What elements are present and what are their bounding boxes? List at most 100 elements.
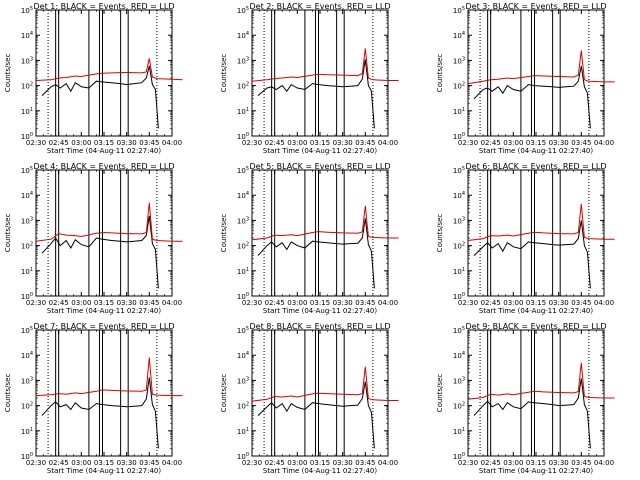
y-tick-label: 104	[453, 191, 465, 200]
black-series-line	[41, 377, 159, 449]
x-tick-label: 03:00	[503, 299, 523, 307]
black-series-line	[257, 218, 375, 289]
black-series-line	[257, 59, 375, 129]
x-tick-label: 03:15	[310, 299, 330, 307]
x-tick-label: 03:00	[287, 459, 307, 467]
y-tick-label: 103	[21, 216, 33, 225]
x-tick-label: 02:30	[458, 459, 478, 467]
x-tick-label: 02:30	[242, 459, 262, 467]
y-axis-label: Counts/sec	[4, 54, 12, 93]
red-series-line	[467, 203, 615, 241]
y-tick-label: 102	[21, 82, 33, 91]
black-series-line	[41, 215, 159, 289]
y-tick-label: 100	[453, 292, 465, 301]
y-tick-label: 100	[453, 452, 465, 461]
x-tick-label: 04:00	[162, 299, 182, 307]
y-tick-label: 105	[453, 6, 465, 15]
y-tick-label: 102	[237, 242, 249, 251]
x-tick-label: 03:45	[355, 139, 375, 147]
plot-frame	[35, 329, 173, 457]
black-series-line	[257, 381, 375, 449]
y-tick-label: 103	[453, 56, 465, 65]
x-tick-label: 04:00	[594, 299, 614, 307]
x-tick-label: 03:15	[94, 139, 114, 147]
x-tick-label: 02:45	[49, 459, 69, 467]
y-tick-label: 102	[237, 402, 249, 411]
panel-title: Det 3: BLACK = Events, RED = LLD	[466, 2, 607, 11]
panel-2: Det 2: BLACK = Events, RED = LLD 100 101 10…	[220, 2, 399, 155]
y-tick-label: 105	[21, 326, 33, 335]
y-tick-label: 100	[237, 452, 249, 461]
red-series-line	[35, 202, 183, 242]
x-tick-label: 03:45	[571, 459, 591, 467]
x-tick-label: 03:15	[94, 299, 114, 307]
y-tick-label: 101	[453, 107, 465, 116]
x-tick-label: 03:00	[287, 299, 307, 307]
y-tick-label: 102	[21, 402, 33, 411]
x-tick-label: 03:45	[139, 139, 159, 147]
panel-title: Det 4: BLACK = Events, RED = LLD	[34, 162, 175, 171]
y-tick-label: 103	[453, 376, 465, 385]
x-tick-label: 02:30	[458, 299, 478, 307]
panel-1: Det 1: BLACK = Events, RED = LLD 100 101 10…	[4, 2, 183, 155]
y-tick-label: 104	[453, 31, 465, 40]
y-tick-label: 105	[237, 6, 249, 15]
x-tick-label: 02:30	[26, 139, 46, 147]
y-tick-label: 101	[453, 267, 465, 276]
x-tick-label: 03:00	[503, 459, 523, 467]
x-tick-label: 02:45	[481, 459, 501, 467]
y-axis-label: Counts/sec	[220, 214, 228, 253]
y-tick-label: 103	[21, 376, 33, 385]
y-tick-label: 103	[453, 216, 465, 225]
y-tick-label: 100	[21, 292, 33, 301]
y-tick-label: 103	[237, 56, 249, 65]
y-axis-label: Counts/sec	[436, 374, 444, 413]
y-tick-label: 103	[21, 56, 33, 65]
panel-title: Det 5: BLACK = Events, RED = LLD	[250, 162, 391, 171]
panel-title: Det 9: BLACK = Events, RED = LLD	[466, 322, 607, 331]
y-tick-label: 105	[453, 166, 465, 175]
panel-4: Det 4: BLACK = Events, RED = LLD 100 101 10…	[4, 162, 183, 315]
y-tick-label: 102	[453, 82, 465, 91]
y-tick-label: 101	[21, 427, 33, 436]
x-tick-label: 03:00	[287, 139, 307, 147]
y-tick-label: 100	[237, 132, 249, 141]
x-tick-label: 02:45	[481, 299, 501, 307]
y-tick-label: 104	[237, 31, 249, 40]
red-series-line	[467, 362, 615, 400]
x-tick-label: 03:15	[526, 299, 546, 307]
x-tick-label: 03:45	[571, 139, 591, 147]
x-tick-label: 03:00	[71, 459, 91, 467]
x-tick-label: 03:30	[549, 139, 569, 147]
y-tick-label: 101	[237, 427, 249, 436]
x-tick-label: 02:45	[481, 139, 501, 147]
panel-7: Det 7: BLACK = Events, RED = LLD 100 101 10…	[4, 322, 183, 475]
panel-8: Det 8: BLACK = Events, RED = LLD 100 101 10…	[220, 322, 399, 475]
y-axis-label: Counts/sec	[436, 54, 444, 93]
x-tick-label: 02:45	[49, 139, 69, 147]
panel-9: Det 9: BLACK = Events, RED = LLD 100 101 10…	[436, 322, 615, 475]
y-tick-label: 101	[237, 267, 249, 276]
x-tick-label: 04:00	[594, 459, 614, 467]
y-tick-label: 104	[237, 351, 249, 360]
red-series-line	[35, 58, 183, 81]
x-tick-label: 02:30	[242, 139, 262, 147]
y-axis-label: Counts/sec	[220, 54, 228, 93]
y-tick-label: 103	[237, 216, 249, 225]
y-axis-label: Counts/sec	[4, 374, 12, 413]
x-tick-label: 03:15	[526, 459, 546, 467]
x-tick-label: 04:00	[594, 139, 614, 147]
y-tick-label: 103	[237, 376, 249, 385]
y-axis-label: Counts/sec	[436, 214, 444, 253]
y-tick-label: 102	[453, 242, 465, 251]
x-tick-label: 04:00	[378, 459, 398, 467]
panel-title: Det 8: BLACK = Events, RED = LLD	[250, 322, 391, 331]
x-tick-label: 03:15	[310, 459, 330, 467]
x-axis-label: Start Time (04-Aug-11 02:27:40)	[479, 467, 593, 475]
y-tick-label: 102	[453, 402, 465, 411]
panel-title: Det 2: BLACK = Events, RED = LLD	[250, 2, 391, 11]
x-tick-label: 04:00	[378, 139, 398, 147]
x-tick-label: 03:15	[526, 139, 546, 147]
x-tick-label: 04:00	[378, 299, 398, 307]
